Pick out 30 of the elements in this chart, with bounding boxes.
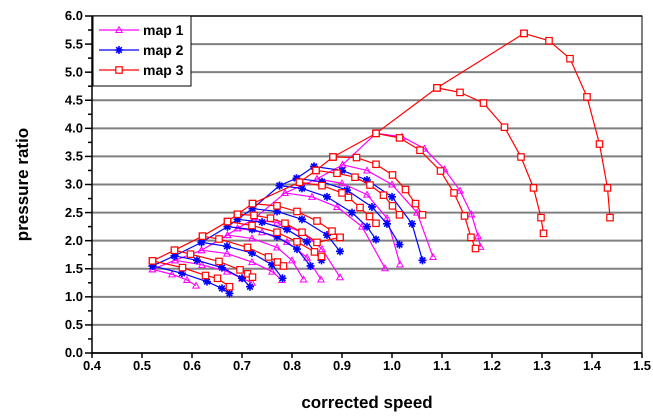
- x-tick-label: 0.7: [232, 358, 252, 374]
- x-tick-label: 1.0: [382, 358, 402, 374]
- x-tick-label: 1.3: [532, 358, 552, 374]
- y-tick-label: 2.0: [64, 232, 83, 248]
- y-tick-label: 3.5: [64, 148, 83, 164]
- y-tick-label: 5.0: [64, 64, 83, 80]
- y-tick-label: 4.5: [64, 92, 83, 108]
- x-tick-label: 1.2: [482, 358, 502, 374]
- y-tick-label: 0.0: [64, 345, 83, 360]
- legend-label: map 1: [143, 22, 184, 38]
- y-tick-label: 4.0: [64, 120, 83, 136]
- y-tick-label: 1.5: [64, 260, 83, 276]
- y-tick-label: 6.0: [64, 8, 83, 24]
- legend-label: map 3: [143, 62, 184, 78]
- x-axis-title: corrected speed: [301, 393, 433, 412]
- y-axis-title: pressure ratio: [13, 128, 32, 242]
- x-tick-label: 0.4: [82, 358, 102, 374]
- legend-label: map 2: [143, 42, 184, 58]
- x-tick-label: 0.8: [282, 358, 302, 374]
- y-tick-label: 5.5: [64, 36, 83, 52]
- y-tick-label: 0.5: [64, 317, 83, 332]
- x-tick-label: 0.9: [332, 358, 352, 374]
- y-tick-label: 3.0: [64, 176, 83, 192]
- x-tick-label: 1.1: [432, 358, 452, 374]
- x-tick-label: 0.5: [132, 358, 152, 374]
- x-tick-label: 0.6: [182, 358, 202, 374]
- x-tick-label: 1.5: [632, 358, 652, 374]
- y-tick-label: 1.0: [64, 288, 83, 304]
- x-tick-label: 1.4: [582, 358, 602, 374]
- y-tick-label: 2.5: [64, 204, 83, 220]
